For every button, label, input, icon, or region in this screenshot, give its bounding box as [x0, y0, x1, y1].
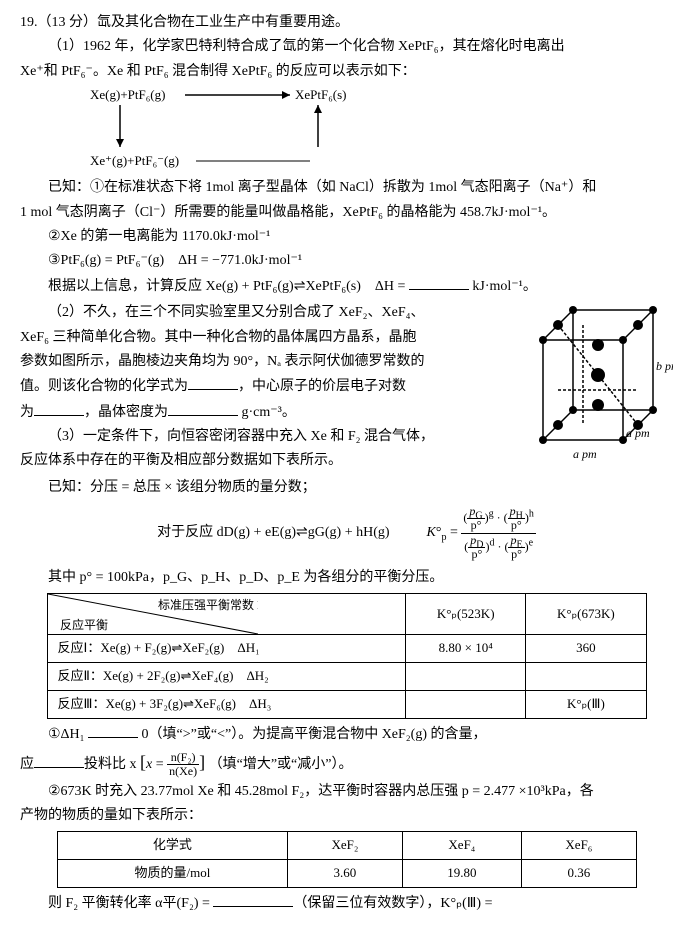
th-523: K°ₚ(523K): [406, 594, 526, 635]
part2-block: （2）不久，在三个不同实验室里又分别合成了 XeF₂、XeF₄、 XeF₆ 三种…: [20, 300, 673, 475]
p2d: 值。则该化合物的化学式为: [20, 379, 188, 394]
lb: （保留三位有效数字），K°ₚ(Ⅲ) =: [293, 896, 492, 911]
diag-cell: 标准压强平衡常数 K°ₚ 反应平衡: [48, 594, 258, 634]
calc-line: 根据以上信息，计算反应 Xe(g) + PtF₆(g)⇌XePtF₆(s) ΔH…: [20, 275, 673, 298]
blank-formula[interactable]: [188, 375, 238, 390]
label-b: b pm: [656, 359, 673, 373]
la: 则 F₂ 平衡转化率 α平(F₂) =: [48, 896, 213, 911]
t2h3: XeF₄: [402, 832, 522, 860]
reaction-scheme: Xe(g)+PtF₆(g) XePtF₆(s) Xe⁺(g)+PtF₆⁻(g): [20, 85, 673, 175]
s1a: ①ΔH₁: [48, 727, 88, 742]
frac-num: n(F₂): [167, 751, 199, 765]
p2l5: 为 ，晶体密度为 g·cm⁻³。: [20, 401, 523, 424]
th-kp: 标准压强平衡常数 K°ₚ: [158, 597, 258, 612]
kp-after: 其中 p° = 100kPa，p_G、p_H、p_D、p_E 为各组分的平衡分压…: [20, 567, 673, 589]
table-row: 反应Ⅰ：Xe(g) + F₂(g)⇌XeF₂(g) ΔH₁ 8.80 × 10⁴…: [47, 635, 646, 663]
s1d: 投料比 x: [84, 757, 137, 772]
sub2-line2: 产物的物质的量如下表所示：: [20, 805, 673, 827]
s1c: 应: [20, 757, 34, 772]
table-row: 反应Ⅱ：Xe(g) + 2F₂(g)⇌XeF₄(g) ΔH₂: [47, 663, 646, 691]
t2h4: XeF₆: [522, 832, 636, 860]
kp-expr: K°p = (pGp°)g · (pHp°)h (pDp°)d · (pEp°)…: [427, 505, 536, 561]
scheme-bottom: Xe⁺(g)+PtF₆⁻(g): [90, 153, 179, 168]
equilibrium-table: 标准压强平衡常数 K°ₚ 反应平衡 K°ₚ(523K) K°ₚ(673K) 反应…: [47, 593, 647, 718]
kp-rxn: 对于反应 dD(g) + eE(g)⇌gG(g) + hH(g): [157, 525, 389, 540]
cell-svg: b pm a pm a pm: [523, 300, 673, 470]
table-row: 物质的量/mol 3.60 19.80 0.36: [57, 860, 636, 888]
p2l3: 参数如图所示，晶胞棱边夹角均为 90°，Nₐ 表示阿伏伽德罗常数的: [20, 351, 523, 373]
arrow-h-head: [282, 91, 290, 99]
t2r3: 19.80: [402, 860, 522, 888]
r1-rxn: 反应Ⅰ：Xe(g) + F₂(g)⇌XeF₂(g) ΔH₁: [47, 635, 406, 663]
sub1-line2: 应投料比 x [x = n(F₂)n(Xe)] （填“增大”或“减小”）。: [20, 748, 673, 778]
blank-dh[interactable]: [409, 275, 469, 290]
known-line3: ②Xe 的第一电离能为 1170.0kJ·mol⁻¹: [20, 226, 673, 248]
last-line: 则 F₂ 平衡转化率 α平(F₂) = （保留三位有效数字），K°ₚ(Ⅲ) =: [20, 892, 673, 915]
part2-text: （2）不久，在三个不同实验室里又分别合成了 XeF₂、XeF₄、 XeF₆ 三种…: [20, 300, 523, 475]
blank-alpha[interactable]: [213, 892, 293, 907]
label-a1: a pm: [626, 426, 650, 440]
unit-cell-diagram: b pm a pm a pm: [523, 300, 673, 470]
question-title: 19.（13 分）氙及其化合物在工业生产中有重要用途。: [20, 12, 673, 34]
arrow-v1-head: [116, 139, 124, 147]
p3-known: 已知：分压 = 总压 × 该组分物质的量分数；: [20, 477, 673, 499]
calc-unit: kJ·mol⁻¹。: [469, 279, 537, 294]
label-a2: a pm: [573, 447, 597, 461]
scheme-top-right: XePtF₆(s): [295, 87, 346, 102]
p2l4: 值。则该化合物的化学式为 ，中心原子的价层电子对数: [20, 375, 523, 398]
sub2-line1: ②673K 时充入 23.77mol Xe 和 45.28mol F₂，达平衡时…: [20, 781, 673, 803]
r3-rxn: 反应Ⅲ：Xe(g) + 3F₂(g)⇌XeF₆(g) ΔH₃: [47, 690, 406, 718]
t2r2: 3.60: [288, 860, 402, 888]
p2l1: （2）不久，在三个不同实验室里又分别合成了 XeF₂、XeF₄、: [20, 302, 523, 324]
blank-epairs[interactable]: [34, 401, 84, 416]
p2h: g·cm⁻³。: [238, 405, 296, 420]
kp-formula-row: 对于反应 dD(g) + eE(g)⇌gG(g) + hH(g) K°p = (…: [20, 505, 673, 561]
scheme-top-left: Xe(g)+PtF₆(g): [90, 87, 165, 102]
r1-523: 8.80 × 10⁴: [406, 635, 526, 663]
p2e: ，中心原子的价层电子对数: [238, 379, 406, 394]
table-row: 反应Ⅲ：Xe(g) + 3F₂(g)⇌XeF₆(g) ΔH₃ K°ₚ(Ⅲ): [47, 690, 646, 718]
blank-sign[interactable]: [88, 723, 138, 738]
th-673: K°ₚ(673K): [526, 594, 646, 635]
p2g: ，晶体密度为: [84, 405, 168, 420]
part1-line2: Xe⁺和 PtF₆⁻。Xe 和 PtF₆ 混合制得 XePtF₆ 的反应可以表示…: [20, 61, 673, 83]
product-table: 化学式 XeF₂ XeF₄ XeF₆ 物质的量/mol 3.60 19.80 0…: [57, 831, 637, 888]
table-row: 化学式 XeF₂ XeF₄ XeF₆: [57, 832, 636, 860]
s1b: 0（填“>”或“<”）。为提高平衡混合物中 XeF₂(g) 的含量，: [138, 727, 486, 742]
blank-density[interactable]: [168, 401, 238, 416]
p3l2: 反应体系中存在的平衡及相应部分数据如下表所示。: [20, 450, 523, 472]
calc-text: 根据以上信息，计算反应 Xe(g) + PtF₆(g)⇌XePtF₆(s) ΔH…: [48, 279, 409, 294]
q-text: 氙及其化合物在工业生产中有重要用途。: [97, 15, 349, 30]
r1-673: 360: [526, 635, 646, 663]
arrow-v2-head: [314, 105, 322, 113]
r3-673: K°ₚ(Ⅲ): [526, 690, 646, 718]
q-number: 19.（13 分）: [20, 15, 97, 30]
t2h1: 化学式: [57, 832, 288, 860]
known-line1: 已知：①在标准状态下将 1mol 离子型晶体（如 NaCl）拆散为 1mol 气…: [20, 177, 673, 199]
blank-ratio[interactable]: [34, 753, 84, 768]
t2h2: XeF₂: [288, 832, 402, 860]
th-rxn: 反应平衡: [60, 617, 108, 632]
known-line2: 1 mol 气态阴离子（Cl⁻）所需要的能量叫做晶格能，XePtF₆ 的晶格能为…: [20, 202, 673, 224]
t2r4: 0.36: [522, 860, 636, 888]
p3l1: （3）一定条件下，向恒容密闭容器中充入 Xe 和 F₂ 混合气体，: [20, 426, 523, 448]
s1e: （填“增大”或“减小”）。: [209, 757, 353, 772]
scheme-svg: Xe(g)+PtF₆(g) XePtF₆(s) Xe⁺(g)+PtF₆⁻(g): [20, 85, 380, 175]
known-line4: ③PtF₆(g) = PtF₆⁻(g) ΔH = −771.0kJ·mol⁻¹: [20, 250, 673, 272]
r2-rxn: 反应Ⅱ：Xe(g) + 2F₂(g)⇌XeF₄(g) ΔH₂: [47, 663, 406, 691]
part1-line1: （1）1962 年，化学家巴特利特合成了氙的第一个化合物 XePtF₆，其在熔化…: [20, 36, 673, 58]
p2l2: XeF₆ 三种简单化合物。其中一种化合物的晶体属四方晶系，晶胞: [20, 327, 523, 349]
p2f: 为: [20, 405, 34, 420]
frac-den: n(Xe): [167, 765, 199, 778]
t2r1: 物质的量/mol: [57, 860, 288, 888]
sub1-line1: ①ΔH₁ 0（填“>”或“<”）。为提高平衡混合物中 XeF₂(g) 的含量，: [20, 723, 673, 746]
